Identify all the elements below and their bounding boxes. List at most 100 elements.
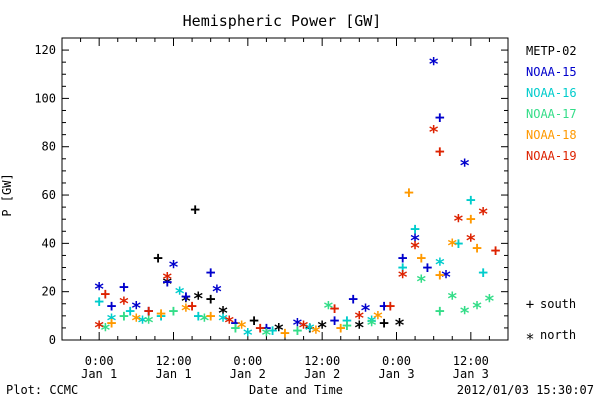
north-point: *: [478, 204, 489, 225]
south-point: +: [187, 296, 197, 315]
north-point: *: [410, 231, 421, 252]
north-point: *: [317, 318, 328, 339]
south-point: +: [466, 209, 476, 228]
south-point: +: [156, 306, 166, 325]
south-point: +: [231, 313, 241, 332]
north-point: *: [366, 313, 377, 334]
north-point: *: [119, 293, 130, 314]
south-point: +: [193, 306, 203, 325]
north-point: *: [366, 315, 377, 336]
south-point: +: [153, 248, 163, 267]
x-axis-label: Date and Time: [249, 383, 343, 397]
south-point: +: [454, 233, 464, 252]
south-point: +: [101, 284, 111, 303]
south-point: +: [280, 323, 290, 342]
marker-legend-symbol: +: [526, 297, 534, 313]
north-point: *: [292, 315, 303, 336]
north-point: *: [180, 291, 191, 312]
south-point: +: [348, 289, 358, 308]
north-point: *: [298, 318, 309, 339]
south-point: +: [342, 311, 352, 330]
south-point: +: [336, 318, 346, 337]
y-axis-label: P [GW]: [0, 173, 14, 216]
x-tick-date-label: Jan 1: [81, 367, 117, 381]
x-tick-label: 12:00: [453, 354, 489, 368]
north-point: *: [416, 272, 427, 293]
south-point: +: [206, 262, 216, 281]
south-point: +: [119, 277, 129, 296]
north-point: *: [354, 318, 365, 339]
south-point: +: [125, 301, 135, 320]
north-point: *: [484, 291, 495, 312]
south-point: +: [119, 306, 129, 325]
south-point: +: [262, 318, 272, 337]
north-point: *: [218, 303, 229, 324]
north-point: *: [472, 298, 483, 319]
north-point: *: [137, 313, 148, 334]
south-point: +: [162, 272, 172, 291]
north-point: *: [447, 235, 458, 256]
north-point: *: [100, 320, 111, 341]
y-tick-label: 100: [34, 91, 56, 105]
north-point: *: [106, 310, 117, 331]
south-point: +: [416, 248, 426, 267]
south-point: +: [466, 190, 476, 209]
x-tick-date-label: Jan 3: [453, 367, 489, 381]
north-point: *: [131, 310, 142, 331]
legend: METP-02 NOAA-15 NOAA-16 NOAA-17 NOAA-18 NOAA-…: [525, 44, 576, 348]
legend-entry: NOAA-16: [526, 86, 577, 100]
north-point: *: [447, 289, 458, 310]
south-point: +: [435, 265, 445, 284]
south-point: +: [423, 258, 433, 277]
north-point: *: [193, 289, 204, 310]
north-point: *: [168, 257, 179, 278]
north-point: *: [94, 279, 105, 300]
north-point: *: [180, 301, 191, 322]
north-point: *: [236, 318, 247, 339]
y-tick-label: 0: [49, 333, 56, 347]
south-point: +: [268, 320, 278, 339]
x-tick-date-label: Jan 3: [378, 367, 414, 381]
south-point: +: [156, 303, 166, 322]
x-tick-date-label: Jan 1: [155, 367, 191, 381]
legend-entry: NOAA-18: [526, 128, 577, 142]
north-point: *: [211, 281, 222, 302]
south-point: +: [255, 318, 265, 337]
north-point: *: [261, 325, 272, 346]
north-point: *: [397, 267, 408, 288]
south-point: +: [144, 301, 154, 320]
y-tick-label: 80: [42, 140, 56, 154]
data-points: +**+* +* + * + * * + **++* ++*++*+ + * ++* ++*+*+**+*…: [94, 54, 501, 346]
north-point: *: [323, 298, 334, 319]
north-point: *: [131, 298, 142, 319]
south-point: +: [181, 287, 191, 306]
north-point: *: [199, 310, 210, 331]
north-point: *: [162, 269, 173, 290]
south-point: +: [379, 313, 389, 332]
north-point: *: [441, 267, 452, 288]
south-point: +: [107, 313, 117, 332]
legend-entry: METP-02: [526, 44, 577, 58]
south-point: +: [410, 219, 420, 238]
footer-timestamp: 2012/01/03 15:30:07: [457, 383, 594, 397]
south-point: +: [293, 320, 303, 339]
north-point: *: [428, 54, 439, 75]
south-point: +: [435, 108, 445, 127]
x-tick-date-label: Jan 2: [304, 367, 340, 381]
x-tick-label: 12:00: [304, 354, 340, 368]
south-point: +: [231, 318, 241, 337]
north-point: *: [354, 308, 365, 329]
north-point: *: [434, 255, 445, 276]
south-point: +: [249, 311, 259, 330]
marker-legend-label: north: [540, 328, 576, 342]
north-point: *: [224, 313, 235, 334]
y-tick-label: 60: [42, 188, 56, 202]
north-point: *: [311, 322, 322, 343]
south-point: +: [206, 306, 216, 325]
south-point: +: [491, 241, 501, 260]
south-point: +: [144, 301, 154, 320]
north-point: *: [218, 310, 229, 331]
x-tick-label: 12:00: [155, 354, 191, 368]
north-point: *: [459, 303, 470, 324]
